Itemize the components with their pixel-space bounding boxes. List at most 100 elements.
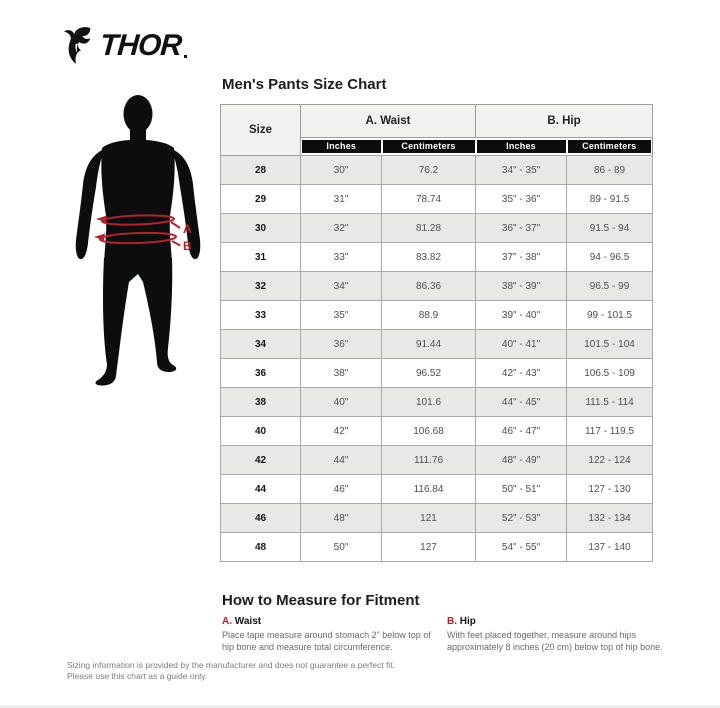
table-row: 30 32" 81.28 36" - 37" 91.5 - 94 <box>220 213 654 243</box>
cell-hip-cm: 122 - 124 <box>566 445 654 475</box>
cell-waist-cm: 106.68 <box>380 416 477 446</box>
logo-trademark-dot <box>184 55 187 58</box>
table-row: 40 42" 106.68 46" - 47" 117 - 119.5 <box>220 416 654 446</box>
cell-size: 46 <box>220 503 301 533</box>
cell-waist-cm: 78.74 <box>380 184 477 214</box>
body-silhouette-figure: A B <box>58 92 213 392</box>
cell-waist-inches: 44" <box>300 445 382 475</box>
cell-hip-inches: 34" - 35" <box>475 155 568 185</box>
cell-hip-cm: 94 - 96.5 <box>566 242 654 272</box>
measure-hip-title: Hip <box>459 616 476 627</box>
cell-waist-cm: 91.44 <box>380 329 477 359</box>
cell-hip-inches: 48" - 49" <box>475 445 568 475</box>
cell-waist-cm: 81.28 <box>380 213 477 243</box>
table-row: 48 50" 127 54" - 55" 137 - 140 <box>220 532 654 562</box>
cell-hip-cm: 111.5 - 114 <box>566 387 654 417</box>
cell-hip-cm: 127 - 130 <box>566 474 654 504</box>
measure-hip-key: B. <box>447 616 457 627</box>
size-chart-table: Size A. Waist B. Hip Inches Centimeters … <box>220 104 654 562</box>
cell-waist-inches: 46" <box>300 474 382 504</box>
cell-waist-cm: 88.9 <box>380 300 477 330</box>
page-title: Men's Pants Size Chart <box>222 76 387 93</box>
cell-hip-cm: 89 - 91.5 <box>566 184 654 214</box>
cell-hip-inches: 38" - 39" <box>475 271 568 301</box>
cell-waist-cm: 121 <box>380 503 477 533</box>
cell-waist-inches: 30" <box>300 155 382 185</box>
group-header-row: Size A. Waist B. Hip <box>220 104 654 156</box>
cell-waist-inches: 50" <box>300 532 382 562</box>
thor-logo: THOR <box>64 26 187 66</box>
cell-hip-cm: 132 - 134 <box>566 503 654 533</box>
measure-hip-text: With feet placed together, measure aroun… <box>447 630 663 652</box>
cell-waist-cm: 86.36 <box>380 271 477 301</box>
cell-hip-cm: 106.5 - 109 <box>566 358 654 388</box>
col-header-waist: A. Waist <box>299 104 477 138</box>
cell-hip-cm: 91.5 - 94 <box>566 213 654 243</box>
thor-logo-text: THOR <box>98 29 183 62</box>
table-row: 28 30" 76.2 34" - 35" 86 - 89 <box>220 155 654 185</box>
cell-size: 29 <box>220 184 301 214</box>
cell-hip-inches: 54" - 55" <box>475 532 568 562</box>
measure-hip-block: B. Hip With feet placed together, measur… <box>447 616 675 653</box>
cell-hip-inches: 46" - 47" <box>475 416 568 446</box>
cell-size: 30 <box>220 213 301 243</box>
cell-hip-cm: 96.5 - 99 <box>566 271 654 301</box>
col-header-size: Size <box>220 104 301 156</box>
cell-size: 40 <box>220 416 301 446</box>
cell-waist-inches: 42" <box>300 416 382 446</box>
measure-waist-text: Place tape measure around stomach 2" bel… <box>222 630 431 652</box>
cell-hip-cm: 86 - 89 <box>566 155 654 185</box>
cell-hip-inches: 36" - 37" <box>475 213 568 243</box>
waist-measure-line <box>96 214 181 229</box>
cell-waist-inches: 34" <box>300 271 382 301</box>
sub-header-row: Inches Centimeters Inches Centimeters <box>221 137 653 156</box>
hip-label-b: B <box>183 239 192 253</box>
cell-hip-cm: 101.5 - 104 <box>566 329 654 359</box>
col-header-waist-centimeters: Centimeters <box>382 140 475 153</box>
col-header-hip-centimeters: Centimeters <box>567 140 652 153</box>
table-row: 36 38" 96.52 42" - 43" 106.5 - 109 <box>220 358 654 388</box>
cell-hip-inches: 42" - 43" <box>475 358 568 388</box>
cell-waist-cm: 76.2 <box>380 155 477 185</box>
cell-size: 42 <box>220 445 301 475</box>
cell-hip-inches: 39" - 40" <box>475 300 568 330</box>
male-silhouette <box>75 95 201 386</box>
cell-size: 34 <box>220 329 301 359</box>
cell-hip-inches: 35" - 36" <box>475 184 568 214</box>
cell-waist-inches: 31" <box>300 184 382 214</box>
cell-hip-inches: 52" - 53" <box>475 503 568 533</box>
cell-hip-inches: 40" - 41" <box>475 329 568 359</box>
measure-waist-block: A. Waist Place tape measure around stoma… <box>222 616 434 653</box>
measure-hip-label: B. Hip <box>447 616 675 627</box>
table-row: 42 44" 111.76 48" - 49" 122 - 124 <box>220 445 654 475</box>
cell-waist-cm: 111.76 <box>380 445 477 475</box>
cell-hip-inches: 44" - 45" <box>475 387 568 417</box>
cell-hip-inches: 50" - 51" <box>475 474 568 504</box>
table-row: 31 33" 83.82 37" - 38" 94 - 96.5 <box>220 242 654 272</box>
table-row: 46 48" 121 52" - 53" 132 - 134 <box>220 503 654 533</box>
cell-size: 33 <box>220 300 301 330</box>
page-bottom-edge <box>0 705 720 708</box>
size-chart-body: 28 30" 76.2 34" - 35" 86 - 89 29 31" 78.74 35" -… <box>220 155 654 562</box>
col-header-hip: B. Hip <box>475 104 654 138</box>
table-row: 34 36" 91.44 40" - 41" 101.5 - 104 <box>220 329 654 359</box>
cell-waist-inches: 48" <box>300 503 382 533</box>
table-row: 32 34" 86.36 38" - 39" 96.5 - 99 <box>220 271 654 301</box>
cell-waist-cm: 116.84 <box>380 474 477 504</box>
cell-waist-cm: 101.6 <box>380 387 477 417</box>
measure-waist-title: Waist <box>234 616 262 627</box>
measure-waist-label: A. Waist <box>222 616 434 627</box>
thor-helmet-icon <box>64 26 98 66</box>
cell-waist-inches: 40" <box>300 387 382 417</box>
cell-waist-cm: 96.52 <box>380 358 477 388</box>
cell-waist-inches: 32" <box>300 213 382 243</box>
cell-waist-inches: 38" <box>300 358 382 388</box>
cell-size: 28 <box>220 155 301 185</box>
col-header-hip-inches: Inches <box>476 140 566 153</box>
cell-waist-inches: 33" <box>300 242 382 272</box>
hip-measure-line <box>94 231 181 247</box>
cell-waist-cm: 127 <box>380 532 477 562</box>
measure-section-heading: How to Measure for Fitment <box>222 592 420 609</box>
cell-hip-cm: 99 - 101.5 <box>566 300 654 330</box>
